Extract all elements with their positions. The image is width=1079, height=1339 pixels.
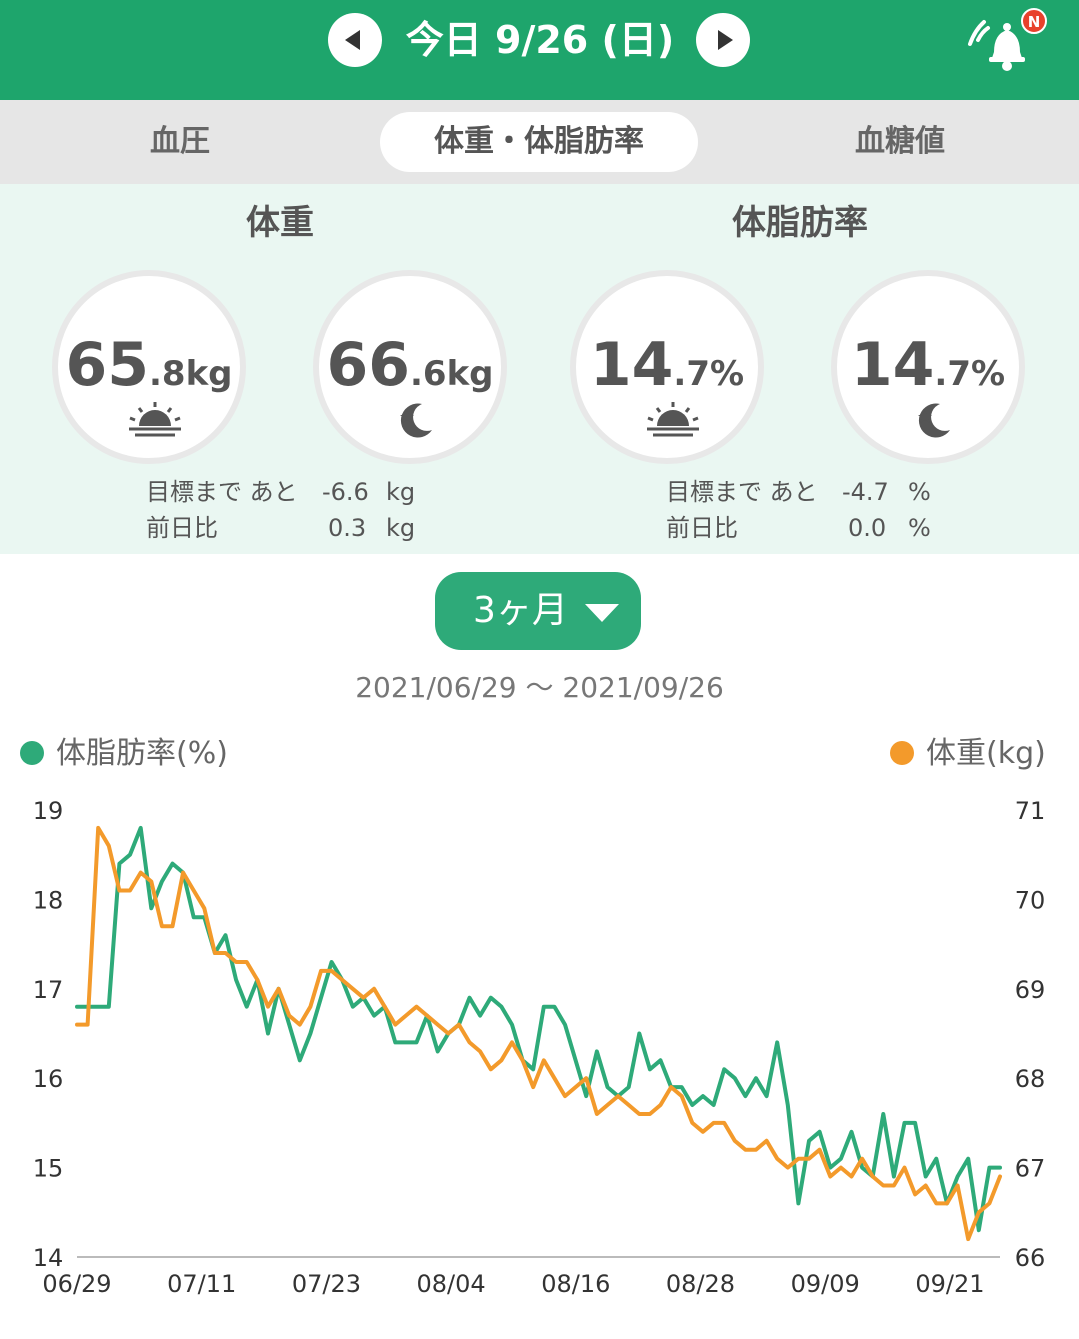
y-right-tick-label: 69 <box>1015 976 1046 1004</box>
fat-morning-card: 14.7% <box>570 270 764 464</box>
x-tick-label: 08/28 <box>666 1270 735 1298</box>
trend-chart: 19 18 17 16 15 14 71 70 69 68 67 66 06/29 07/11 07/23 0… <box>33 797 1046 1298</box>
x-tick-label: 07/23 <box>292 1270 361 1298</box>
orange-dot-icon <box>890 740 914 765</box>
body-fat-title: 体脂肪率 <box>732 203 868 243</box>
x-tick-label: 07/11 <box>167 1270 236 1298</box>
y-right-tick-label: 71 <box>1015 797 1046 825</box>
tab-blood-pressure[interactable]: 血圧 <box>150 124 210 159</box>
app-header: 今日 9/26 (日) N <box>0 0 1079 100</box>
date-range: 2021/06/29 〜 2021/09/26 <box>355 671 724 704</box>
y-left-tick-label: 14 <box>33 1244 64 1272</box>
sunrise-icon <box>129 402 181 437</box>
y-left-tick-label: 15 <box>33 1155 64 1183</box>
notification-badge: N <box>1028 13 1041 31</box>
y-right-tick-label: 67 <box>1015 1155 1046 1183</box>
fat-diff-unit: % <box>908 514 931 542</box>
moon-star-icon <box>918 403 950 438</box>
y-left-tick-label: 19 <box>33 797 64 825</box>
y-left-tick-label: 16 <box>33 1065 64 1093</box>
chevron-right-icon <box>718 30 733 50</box>
fat-goal-label: 目標まで あと <box>666 478 818 506</box>
fat-morning-value: 14.7% <box>589 330 745 400</box>
date-title: 今日 9/26 (日) <box>405 18 675 62</box>
fat-diff-label: 前日比 <box>666 514 738 542</box>
previous-day-button[interactable] <box>328 13 382 67</box>
weight-evening-card: 66.6kg <box>313 270 507 464</box>
weight-diff-label: 前日比 <box>146 514 218 542</box>
weight-diff-value: 0.3 <box>328 514 367 542</box>
weight-title: 体重 <box>246 203 314 243</box>
weight-goal-value: -6.6 <box>322 478 369 506</box>
next-day-button[interactable] <box>696 13 750 67</box>
weight-morning-value: 65.8kg <box>65 330 233 400</box>
tab-weight-body-fat[interactable]: 体重・体脂肪率 <box>380 112 698 172</box>
weight-evening-value: 66.6kg <box>326 330 494 400</box>
period-select[interactable]: 3ヶ月 <box>435 572 641 650</box>
weight-goal-label: 目標まで あと <box>146 478 298 506</box>
period-label: 3ヶ月 <box>473 590 568 631</box>
chevron-down-icon <box>585 604 619 622</box>
chevron-left-icon <box>345 30 360 50</box>
y-left-tick-label: 18 <box>33 886 64 914</box>
fat-goal-value: -4.7 <box>842 478 889 506</box>
x-tick-label: 08/04 <box>417 1270 486 1298</box>
x-tick-label: 09/21 <box>915 1270 984 1298</box>
body-fat-series-line <box>75 825 1002 1233</box>
legend-weight: 体重(kg) <box>890 732 1046 776</box>
notification-button[interactable]: N <box>962 6 1052 76</box>
x-tick-label: 09/09 <box>791 1270 860 1298</box>
moon-star-icon <box>400 403 432 438</box>
green-dot-icon <box>20 740 44 765</box>
weight-goal-unit: kg <box>386 478 416 506</box>
weight-morning-card: 65.8kg <box>52 270 246 464</box>
weight-series-line <box>75 825 1002 1242</box>
weight-diff-unit: kg <box>386 514 416 542</box>
category-tabs: 血圧 体重・体脂肪率 血糖値 <box>0 100 1079 184</box>
tab-blood-glucose[interactable]: 血糖値 <box>855 124 945 159</box>
fat-diff-value: 0.0 <box>848 514 887 542</box>
y-right-tick-label: 68 <box>1015 1065 1046 1093</box>
x-tick-label: 06/29 <box>42 1270 111 1298</box>
y-right-tick-label: 70 <box>1015 886 1046 914</box>
sunrise-icon <box>647 402 699 437</box>
bell-icon: N <box>968 8 1047 71</box>
y-left-tick-label: 17 <box>33 976 64 1004</box>
x-tick-label: 08/16 <box>541 1270 610 1298</box>
fat-evening-value: 14.7% <box>850 330 1006 400</box>
fat-evening-card: 14.7% <box>831 270 1025 464</box>
summary-panel: 体重 体脂肪率 65.8kg 66.6kg 14.7% <box>0 184 1079 554</box>
y-right-tick-label: 66 <box>1015 1244 1046 1272</box>
fat-goal-unit: % <box>908 478 931 506</box>
legend-body-fat: 体脂肪率(%) <box>20 732 228 776</box>
